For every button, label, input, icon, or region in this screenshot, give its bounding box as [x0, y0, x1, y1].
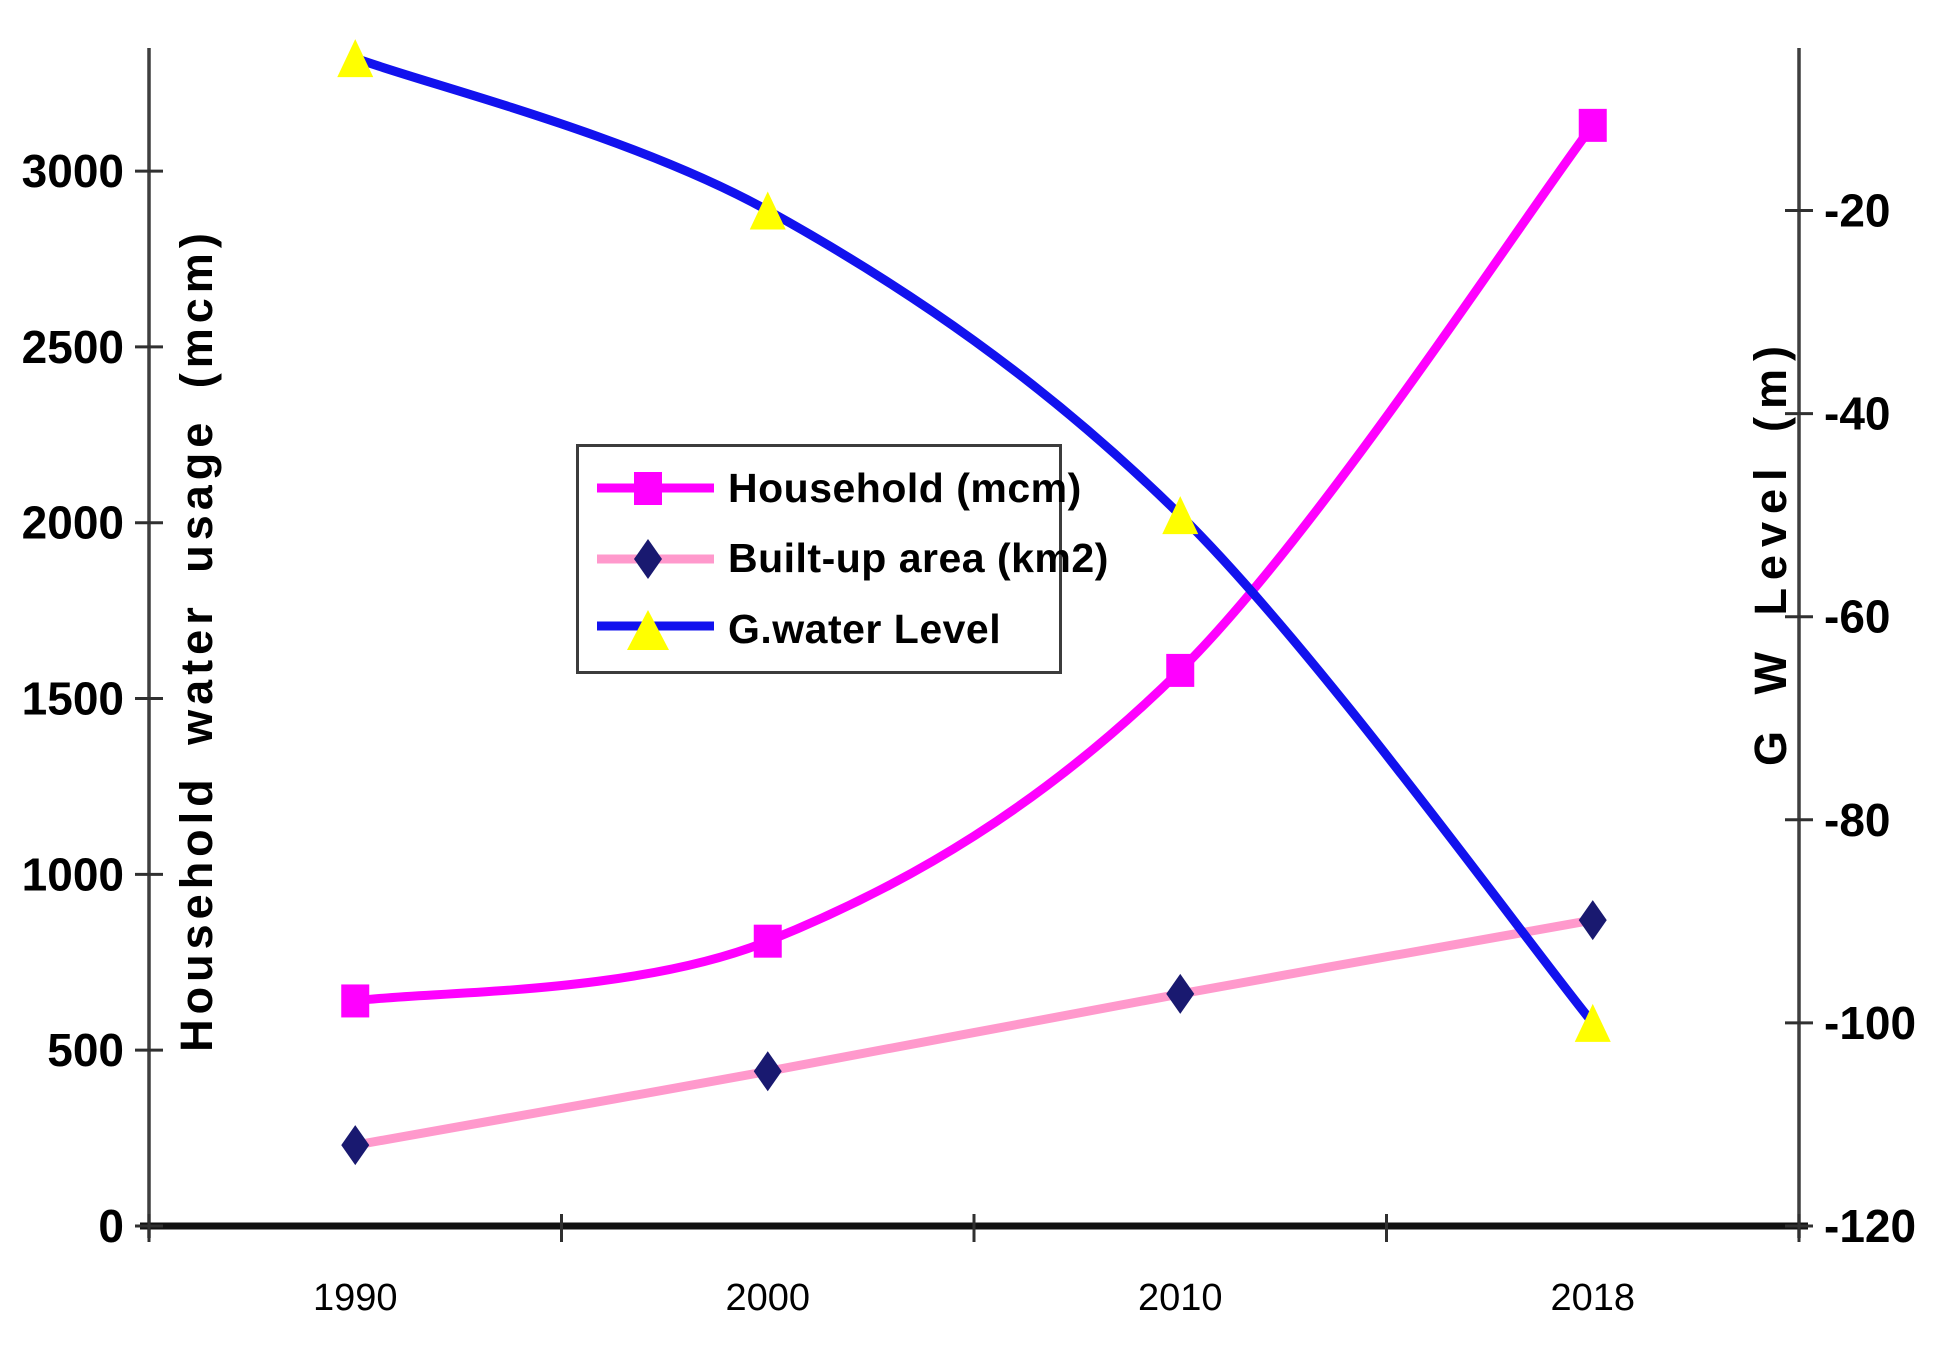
legend-diamond-icon [634, 538, 662, 579]
x-axis-year-label: 2018 [1550, 1277, 1635, 1319]
series-marker-2 [337, 39, 374, 78]
left-tick-label: 500 [47, 1024, 124, 1076]
left-tick-label: 3000 [22, 145, 124, 197]
left-tick-label: 1000 [22, 848, 124, 900]
series-marker-0 [753, 924, 782, 958]
left-tick-label: 1500 [22, 673, 124, 725]
legend: Household (mcm) Built-up area (km2) G.wa… [576, 444, 1108, 674]
legend-item-builtup: Built-up area (km2) [593, 531, 1108, 587]
gwater-series-marker-icon [597, 609, 714, 650]
legend-label-builtup: Built-up area (km2) [728, 535, 1109, 582]
right-tick-label: -80 [1824, 794, 1890, 846]
series-line-1 [350, 915, 1598, 1150]
legend-label-gwater: G.water Level [728, 606, 1002, 653]
legend-square-icon [634, 472, 662, 506]
series-marker-2 [1574, 1003, 1611, 1042]
right-axis-title: G W Level (m) [1745, 337, 1796, 767]
series-marker-0 [1578, 108, 1607, 142]
x-axis-year-label: 1990 [313, 1277, 398, 1319]
right-tick-label: -40 [1824, 388, 1890, 440]
right-tick-label: -120 [1824, 1200, 1916, 1252]
x-axis-year-label: 2000 [725, 1277, 810, 1319]
legend-item-household: Household (mcm) [593, 460, 1081, 516]
series-marker-2 [1162, 496, 1199, 535]
left-tick-label: 2000 [22, 497, 124, 549]
right-tick-label: -100 [1824, 997, 1916, 1049]
legend-label-household: Household (mcm) [728, 464, 1082, 511]
left-tick-label: 0 [98, 1200, 124, 1252]
left-axis-title: Household water usage (mcm) [171, 228, 222, 1052]
builtup-series-marker-icon [597, 538, 714, 579]
household-series-marker-icon [597, 472, 714, 506]
right-tick-label: -60 [1824, 591, 1890, 643]
series-line-2 [350, 53, 1598, 1028]
series-marker-2 [749, 191, 786, 230]
series-marker-1 [1166, 973, 1195, 1014]
left-tick-label: 2500 [22, 321, 124, 373]
legend-item-gwater: G.water Level [593, 602, 1049, 658]
series-marker-1 [753, 1051, 782, 1092]
legend-triangle-icon [627, 609, 669, 650]
x-axis-year-label: 2010 [1138, 1277, 1223, 1319]
series-marker-1 [1578, 900, 1607, 941]
series-line-0 [350, 120, 1598, 1006]
series-marker-1 [341, 1125, 370, 1166]
series-marker-0 [1166, 653, 1195, 687]
right-tick-label: -20 [1824, 184, 1890, 236]
series-marker-0 [341, 984, 370, 1018]
